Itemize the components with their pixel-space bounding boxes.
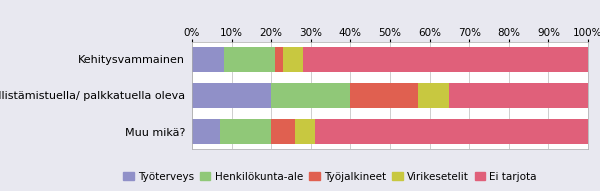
Bar — [192, 47, 224, 72]
Bar — [192, 119, 220, 144]
Bar — [220, 119, 271, 144]
Bar — [224, 47, 275, 72]
Bar — [283, 47, 303, 72]
Legend: Työterveys, Henkilökunta-ale, Työjalkineet, Virikesetelit, Ei tarjota: Työterveys, Henkilökunta-ale, Työjalkine… — [119, 168, 541, 186]
Bar — [350, 83, 418, 108]
Bar — [275, 47, 283, 72]
Bar — [192, 83, 271, 108]
Bar — [449, 83, 588, 108]
Bar — [295, 119, 315, 144]
Bar — [315, 119, 588, 144]
Bar — [271, 119, 295, 144]
Bar — [271, 83, 350, 108]
Bar — [303, 47, 588, 72]
Bar — [418, 83, 449, 108]
